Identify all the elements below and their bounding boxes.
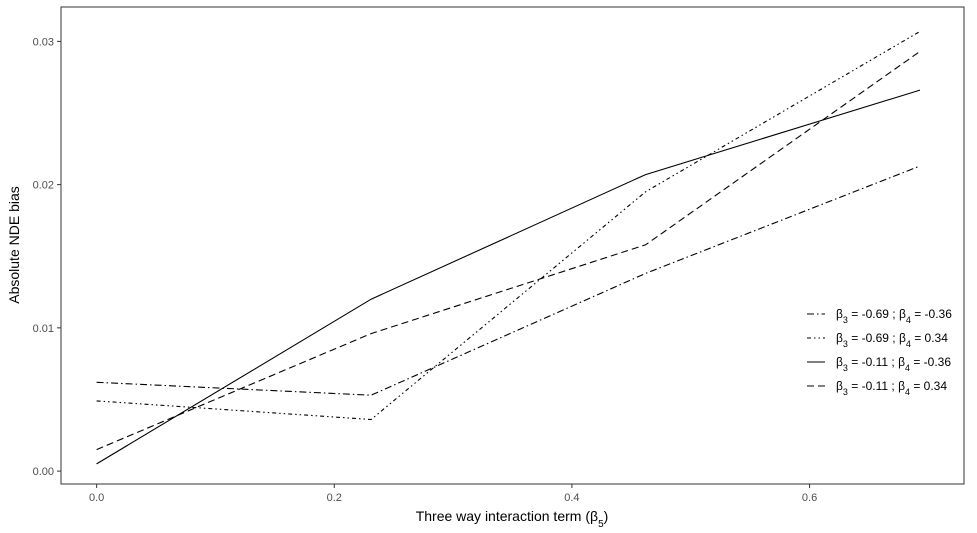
x-axis-title: Three way interaction term (β5) <box>416 508 609 530</box>
legend-label-1: β3 = -0.69 ; β4 = -0.36 <box>836 307 952 325</box>
legend-label-2: β3 = -0.69 ; β4 = 0.34 <box>836 331 948 349</box>
legend-label-4: β3 = -0.11 ; β4 = 0.34 <box>836 379 947 397</box>
y-axis: 0.00 0.01 0.02 0.03 <box>33 36 61 478</box>
legend: β3 = -0.69 ; β4 = -0.36 β3 = -0.69 ; β4 =… <box>807 307 952 397</box>
x-axis-title-greek: β <box>590 508 598 524</box>
y-axis-title: Absolute NDE bias <box>6 186 22 304</box>
y-tick-label: 0.03 <box>33 36 54 48</box>
plot-area <box>96 30 921 465</box>
plot-border <box>60 6 965 485</box>
y-tick-label: 0.00 <box>33 466 54 478</box>
x-tick-label: 0.0 <box>89 492 104 504</box>
series-line-4 <box>96 50 921 451</box>
y-tick-label: 0.02 <box>33 180 54 192</box>
series-line-3 <box>96 89 921 465</box>
x-axis-title-close: ) <box>604 508 609 524</box>
x-tick-label: 0.6 <box>802 492 817 504</box>
x-tick-label: 0.2 <box>327 492 342 504</box>
x-axis: 0.0 0.2 0.4 0.6 <box>89 484 817 504</box>
y-tick-label: 0.01 <box>33 323 54 335</box>
x-axis-title-text: Three way interaction term ( <box>416 508 591 524</box>
legend-label-3: β3 = -0.11 ; β4 = -0.36 <box>836 355 951 373</box>
series-line-1 <box>96 165 921 396</box>
x-tick-label: 0.4 <box>564 492 579 504</box>
x-axis-title-subscript: 5 <box>598 519 604 530</box>
